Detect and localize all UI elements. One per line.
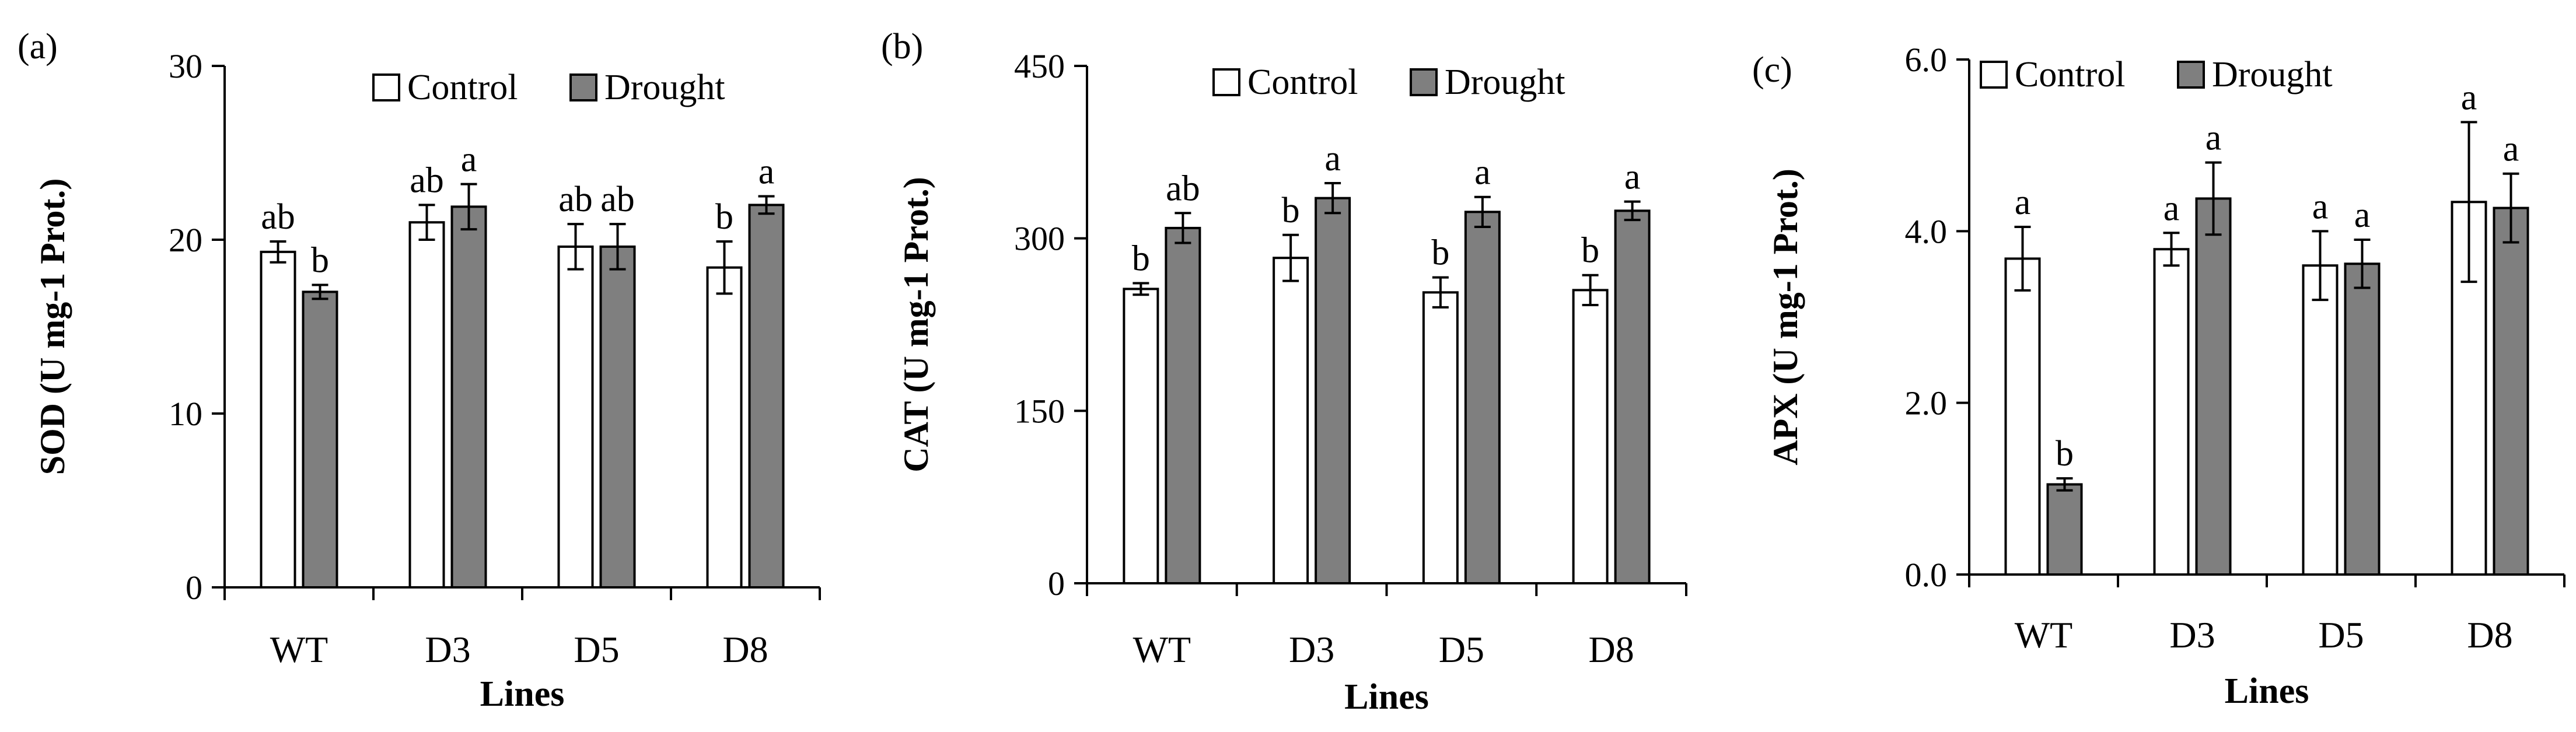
panel-label: (a) xyxy=(18,27,58,66)
x-category-label: D8 xyxy=(722,629,768,670)
bar-drought xyxy=(1464,211,1501,584)
chart-panel-3: (c) 0.0 2.0 4.0 6.0 APX (U mg-1 Prot.) WT a b D3 a… xyxy=(1752,41,2565,711)
legend-swatch-drought xyxy=(569,73,597,101)
bar-drought xyxy=(1315,197,1351,584)
significance-letter: ab xyxy=(558,180,593,219)
legend: Control Drought xyxy=(1980,55,2333,94)
bar-drought xyxy=(1614,209,1651,584)
bar-drought xyxy=(2046,483,2083,576)
significance-letter: a xyxy=(1474,153,1491,192)
x-category-label: D3 xyxy=(1289,629,1334,670)
y-tick-label: 4.0 xyxy=(1905,212,1948,250)
legend-swatch-drought xyxy=(1410,68,1438,96)
legend-label-drought: Drought xyxy=(1445,62,1565,102)
significance-letter: b xyxy=(1132,239,1150,279)
significance-letter: b xyxy=(1581,231,1599,271)
legend-swatch-control xyxy=(1980,61,2008,89)
bar-control xyxy=(408,221,445,589)
significance-letter: ab xyxy=(1166,169,1200,208)
y-tick-label: 150 xyxy=(1014,392,1065,430)
bar-drought xyxy=(599,245,636,589)
significance-letter: b xyxy=(311,240,329,280)
y-tick-label: 0 xyxy=(1048,565,1065,603)
significance-letter: a xyxy=(1624,157,1641,197)
bar-drought xyxy=(302,290,338,589)
significance-letter: ab xyxy=(600,180,635,219)
bar-control xyxy=(706,266,743,589)
bar-control xyxy=(2302,264,2339,576)
bar-control xyxy=(557,245,594,589)
x-category-label: D3 xyxy=(2169,614,2215,656)
y-tick-label: 20 xyxy=(169,221,202,259)
significance-letter: a xyxy=(759,152,775,192)
panel-label: (b) xyxy=(881,27,923,66)
bar-control xyxy=(1123,288,1159,584)
significance-letter: a xyxy=(1324,139,1341,178)
legend-swatch-control xyxy=(1212,68,1240,96)
y-tick-label: 0 xyxy=(186,569,202,607)
bar-drought xyxy=(2493,206,2529,576)
bar-control xyxy=(1572,289,1609,584)
x-category-label: D8 xyxy=(1589,629,1634,670)
significance-letter: b xyxy=(1431,233,1449,273)
y-axis-label: SOD (U mg-1 Prot.) xyxy=(33,178,72,475)
bar-control xyxy=(2004,257,2041,576)
bar-drought xyxy=(450,205,487,589)
legend: Control Drought xyxy=(1212,62,1565,102)
significance-letter: a xyxy=(2205,118,2222,158)
significance-letter: ab xyxy=(261,197,295,237)
y-tick-label: 0.0 xyxy=(1905,556,1948,594)
bar-drought xyxy=(1165,226,1201,584)
y-tick-label: 450 xyxy=(1014,47,1065,85)
x-axis-label: Lines xyxy=(2225,671,2309,711)
x-category-label: D5 xyxy=(1439,629,1484,670)
significance-letter: ab xyxy=(410,160,444,200)
y-tick-label: 10 xyxy=(169,395,202,433)
legend-label-control: Control xyxy=(2015,55,2125,94)
y-axis-label: CAT (U mg-1 Prot.) xyxy=(897,177,935,472)
x-category-label: D3 xyxy=(425,629,470,670)
bar-control xyxy=(260,250,296,589)
y-tick-label: 6.0 xyxy=(1905,41,1948,79)
bar-control xyxy=(2153,248,2190,576)
bar-control xyxy=(1422,291,1459,584)
x-category-label: WT xyxy=(2015,614,2073,656)
significance-letter: a xyxy=(2015,183,2031,222)
x-axis-label: Lines xyxy=(1344,677,1429,717)
x-category-label: D8 xyxy=(2467,614,2512,656)
significance-letter: a xyxy=(2461,78,2477,117)
significance-letter: a xyxy=(461,140,477,180)
x-category-label: WT xyxy=(1133,629,1191,670)
significance-letter: b xyxy=(1282,191,1300,230)
bar-drought xyxy=(2195,197,2232,576)
legend: Control Drought xyxy=(372,68,725,107)
significance-letter: a xyxy=(2354,195,2371,235)
bar-drought xyxy=(2344,262,2381,576)
significance-letter: a xyxy=(2163,188,2180,228)
significance-letter: a xyxy=(2312,187,2329,226)
x-axis-label: Lines xyxy=(480,674,565,714)
legend-label-drought: Drought xyxy=(2212,55,2333,94)
bar-control xyxy=(1273,257,1309,585)
x-category-label: D5 xyxy=(574,629,619,670)
significance-letter: b xyxy=(2056,434,2074,474)
significance-letter: b xyxy=(715,197,733,237)
legend-label-control: Control xyxy=(1247,62,1358,102)
x-category-label: D5 xyxy=(2318,614,2364,656)
legend-label-drought: Drought xyxy=(604,68,725,107)
panel-label: (c) xyxy=(1752,50,1792,90)
legend-swatch-control xyxy=(372,73,400,101)
y-tick-label: 2.0 xyxy=(1905,384,1948,422)
significance-letter: a xyxy=(2503,129,2519,169)
legend-swatch-drought xyxy=(2177,61,2205,89)
y-tick-label: 300 xyxy=(1014,220,1065,258)
x-category-label: WT xyxy=(270,629,328,670)
y-tick-label: 30 xyxy=(169,47,202,85)
bar-drought xyxy=(748,204,785,589)
y-axis-label: APX (U mg-1 Prot.) xyxy=(1766,169,1805,465)
legend-label-control: Control xyxy=(407,68,518,107)
